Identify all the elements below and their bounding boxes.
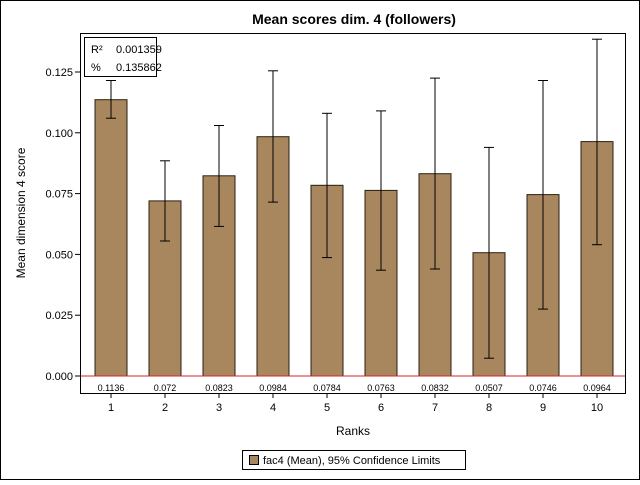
plot-area [80, 33, 626, 394]
data-label-rank-6: 0.0763 [367, 383, 395, 393]
y-tick-label-4: 0.100 [45, 128, 73, 140]
data-label-rank-3: 0.0823 [205, 383, 233, 393]
x-tick-label-rank-9: 9 [540, 402, 546, 414]
x-tick-label-rank-1: 1 [108, 402, 114, 414]
y-tick-label-5: 0.125 [45, 67, 73, 79]
y-axis-label: Mean dimension 4 score [14, 147, 28, 278]
x-tick-label-rank-3: 3 [216, 402, 222, 414]
data-label-rank-1: 0.1136 [98, 383, 125, 393]
chart-title: Mean scores dim. 4 (followers) [252, 11, 456, 27]
data-label-rank-8: 0.0507 [475, 383, 503, 393]
data-label-rank-5: 0.0784 [313, 383, 341, 393]
data-label-rank-9: 0.0746 [529, 383, 557, 393]
x-axis-label: Ranks [336, 424, 370, 438]
data-label-rank-7: 0.0832 [421, 383, 449, 393]
data-label-rank-2: 0.072 [154, 383, 177, 393]
data-label-rank-4: 0.0984 [259, 383, 287, 393]
legend-frame [242, 450, 466, 470]
y-tick-label-0: 0.000 [45, 371, 73, 383]
x-tick-label-rank-5: 5 [324, 402, 330, 414]
y-tick-label-2: 0.050 [45, 249, 73, 261]
x-axis: 1 2 3 4 5 6 7 8 9 10 [108, 393, 603, 414]
data-labels-group: 0.1136 0.072 0.0823 0.0984 0.0784 0.0763 0.083… [98, 383, 611, 393]
stat-value-percent: 0.135862 [116, 62, 162, 74]
legend-swatch [249, 455, 259, 465]
error-bars-group [106, 38, 602, 359]
y-tick-label-3: 0.075 [45, 189, 73, 201]
x-tick-label-rank-6: 6 [378, 402, 384, 414]
legend-label: fac4 (Mean), 95% Confidence Limits [263, 455, 441, 467]
y-axis: 0.000 0.025 0.050 0.075 0.100 0.125 [45, 67, 80, 383]
legend: fac4 (Mean), 95% Confidence Limits [242, 450, 466, 470]
x-tick-label-rank-2: 2 [162, 402, 168, 414]
stats-box-frame [84, 37, 157, 77]
x-tick-label-rank-7: 7 [432, 402, 438, 414]
bar-rank-1 [94, 99, 128, 377]
x-tick-label-rank-8: 8 [486, 402, 492, 414]
stat-label-percent: % [91, 62, 101, 74]
stats-box: R² 0.001359 % 0.135862 [84, 37, 162, 77]
data-label-rank-10: 0.0964 [583, 383, 611, 393]
stat-label-r2: R² [91, 44, 103, 56]
x-tick-label-rank-4: 4 [270, 402, 276, 414]
y-tick-label-1: 0.025 [45, 310, 73, 322]
x-tick-label-rank-10: 10 [591, 402, 603, 414]
stat-value-r2: 0.001359 [116, 44, 162, 56]
